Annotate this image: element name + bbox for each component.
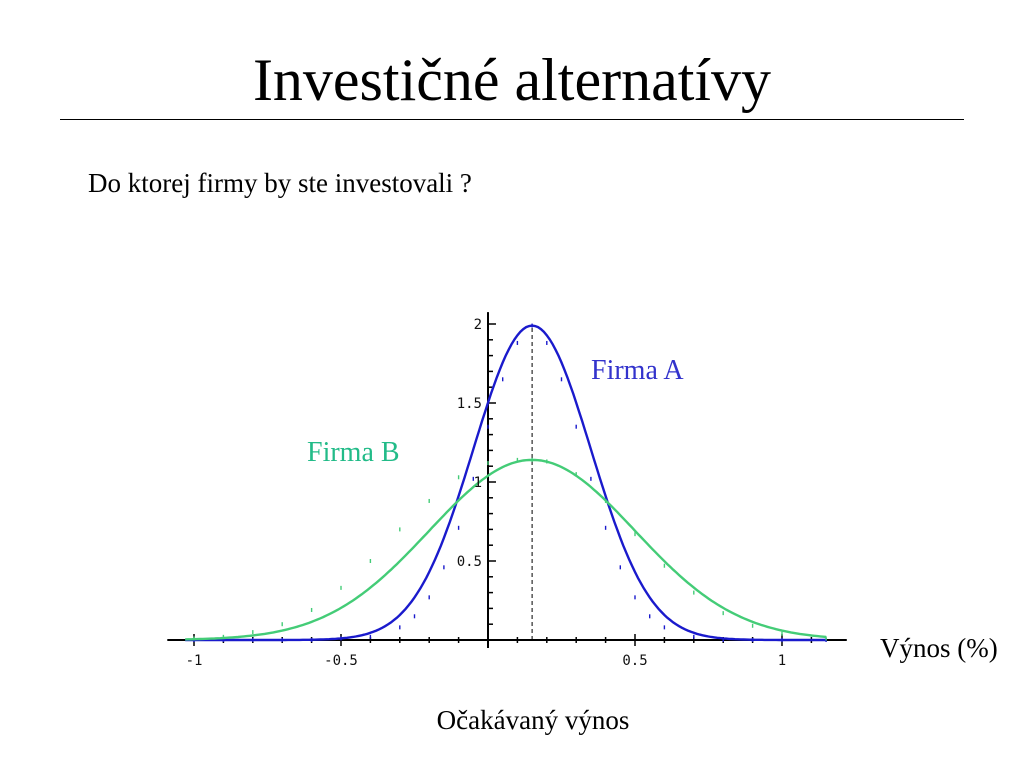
x-tick-label: 1 — [778, 653, 786, 669]
firma-b-label: Firma B — [307, 437, 400, 468]
slide-title: Investičné alternatívy — [252, 47, 772, 113]
firma-a-label: Firma A — [591, 355, 684, 386]
x-tick-label: 0.5 — [622, 653, 647, 669]
x-axis-title: Výnos (%) — [880, 633, 998, 663]
y-tick-label: 1.5 — [457, 396, 482, 412]
x-tick-label: -0.5 — [324, 653, 358, 669]
y-tick-label: 2 — [474, 317, 482, 333]
x-tick-label: -1 — [186, 653, 203, 669]
y-tick-label: 1 — [474, 475, 482, 491]
firma-a-curve — [185, 324, 827, 642]
title-divider — [60, 119, 964, 120]
y-tick-label: 0.5 — [457, 554, 482, 570]
chart-caption: Očakávaný výnos — [436, 705, 630, 735]
question-text: Do ktorej firmy by ste investovali ? — [88, 168, 472, 198]
firma-b-curve — [185, 458, 827, 641]
